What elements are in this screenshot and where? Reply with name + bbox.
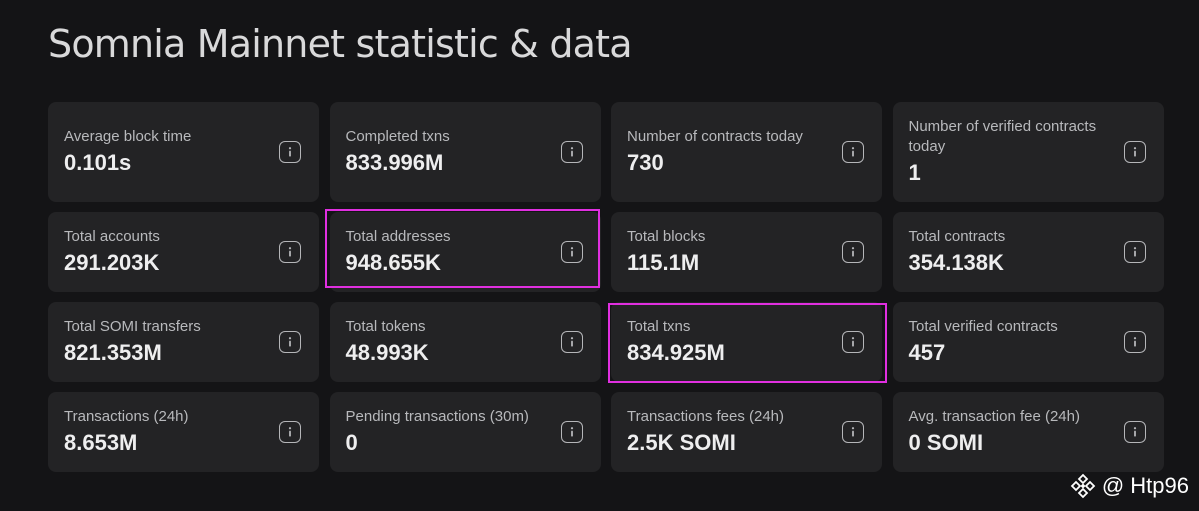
info-icon[interactable]	[560, 331, 583, 353]
stat-card-total-blocks: Total blocks 115.1M	[611, 212, 882, 292]
stats-grid: Average block time 0.101s Completed txns…	[48, 102, 1164, 472]
info-icon[interactable]	[1123, 141, 1146, 163]
stat-label: Average block time	[64, 128, 192, 145]
stat-label: Total txns	[627, 318, 691, 335]
stat-value: 730	[627, 150, 664, 175]
stat-card-somi-transfers: Total SOMI transfers 821.353M	[48, 302, 319, 382]
info-icon[interactable]	[279, 331, 301, 353]
stat-value: 2.5K SOMI	[627, 430, 736, 455]
stat-value: 1	[908, 160, 921, 185]
stat-value: 0.101s	[64, 150, 132, 175]
stat-label: Avg. transaction fee (24h)	[908, 408, 1081, 425]
stat-value: 8.653M	[64, 430, 138, 455]
stat-card-total-addresses: Total addresses 948.655K	[329, 212, 601, 292]
info-icon[interactable]	[560, 241, 583, 263]
stat-value: 834.925M	[627, 340, 725, 365]
stat-value: 0 SOMI	[908, 430, 984, 455]
stat-card-total-contracts: Total contracts 354.138K	[892, 212, 1164, 292]
info-icon[interactable]	[842, 241, 864, 263]
info-icon[interactable]	[560, 141, 583, 163]
stat-value: 115.1M	[627, 250, 700, 275]
stat-label: Total tokens	[345, 318, 426, 335]
watermark-text: @ Htp96	[1101, 473, 1189, 498]
page-title: Somnia Mainnet statistic & data	[48, 22, 633, 66]
stat-label: Transactions (24h)	[64, 408, 189, 425]
info-icon[interactable]	[1123, 241, 1146, 263]
info-icon[interactable]	[1123, 331, 1146, 353]
info-icon[interactable]	[279, 421, 301, 443]
stat-card-verified-contracts: Total verified contracts 457	[892, 302, 1164, 382]
info-icon[interactable]	[279, 141, 301, 163]
info-icon[interactable]	[842, 331, 864, 353]
stat-value: 833.996M	[345, 150, 444, 175]
stat-label: Total addresses	[345, 228, 451, 245]
stat-label: Total accounts	[64, 228, 160, 245]
stat-label: Completed txns	[345, 128, 450, 145]
stat-card-total-tokens: Total tokens 48.993K	[329, 302, 601, 382]
stat-label: Number of verified contracts today	[908, 118, 1097, 155]
stat-card-total-txns: Total txns 834.925M	[611, 302, 882, 382]
info-icon[interactable]	[842, 421, 864, 443]
stat-value: 821.353M	[64, 340, 162, 365]
stat-label: Pending transactions (30m)	[345, 408, 529, 425]
stat-card-avg-transaction-fee: Avg. transaction fee (24h) 0 SOMI	[892, 392, 1164, 472]
stat-label: Total blocks	[627, 228, 706, 245]
info-icon[interactable]	[842, 141, 864, 163]
stat-value: 0	[345, 430, 358, 455]
stat-value: 48.993K	[345, 340, 429, 365]
stat-label: Total SOMI transfers	[64, 318, 201, 335]
stat-label: Transactions fees (24h)	[627, 408, 785, 425]
binance-logo-icon	[1070, 473, 1096, 499]
stat-value: 457	[908, 340, 946, 365]
stat-label: Total contracts	[908, 228, 1006, 245]
stat-card-transactions-24h: Transactions (24h) 8.653M	[48, 392, 319, 472]
stat-value: 291.203K	[64, 250, 160, 275]
stat-card-pending-transactions: Pending transactions (30m) 0	[329, 392, 601, 472]
watermark: @ Htp96	[1070, 473, 1189, 499]
info-icon[interactable]	[279, 241, 301, 263]
stat-card-total-accounts: Total accounts 291.203K	[48, 212, 319, 292]
info-icon[interactable]	[560, 421, 583, 443]
stat-value: 948.655K	[345, 250, 441, 275]
stat-value: 354.138K	[908, 250, 1004, 275]
stat-card-average-block-time: Average block time 0.101s	[48, 102, 319, 202]
info-icon[interactable]	[1123, 421, 1146, 443]
stat-label: Number of contracts today	[627, 128, 803, 145]
stat-card-transaction-fees: Transactions fees (24h) 2.5K SOMI	[611, 392, 882, 472]
stat-label: Total verified contracts	[908, 318, 1058, 335]
stat-card-completed-txns: Completed txns 833.996M	[329, 102, 601, 202]
stat-card-verified-contracts-today: Number of verified contracts today 1	[892, 102, 1164, 202]
stat-card-contracts-today: Number of contracts today 730	[611, 102, 882, 202]
